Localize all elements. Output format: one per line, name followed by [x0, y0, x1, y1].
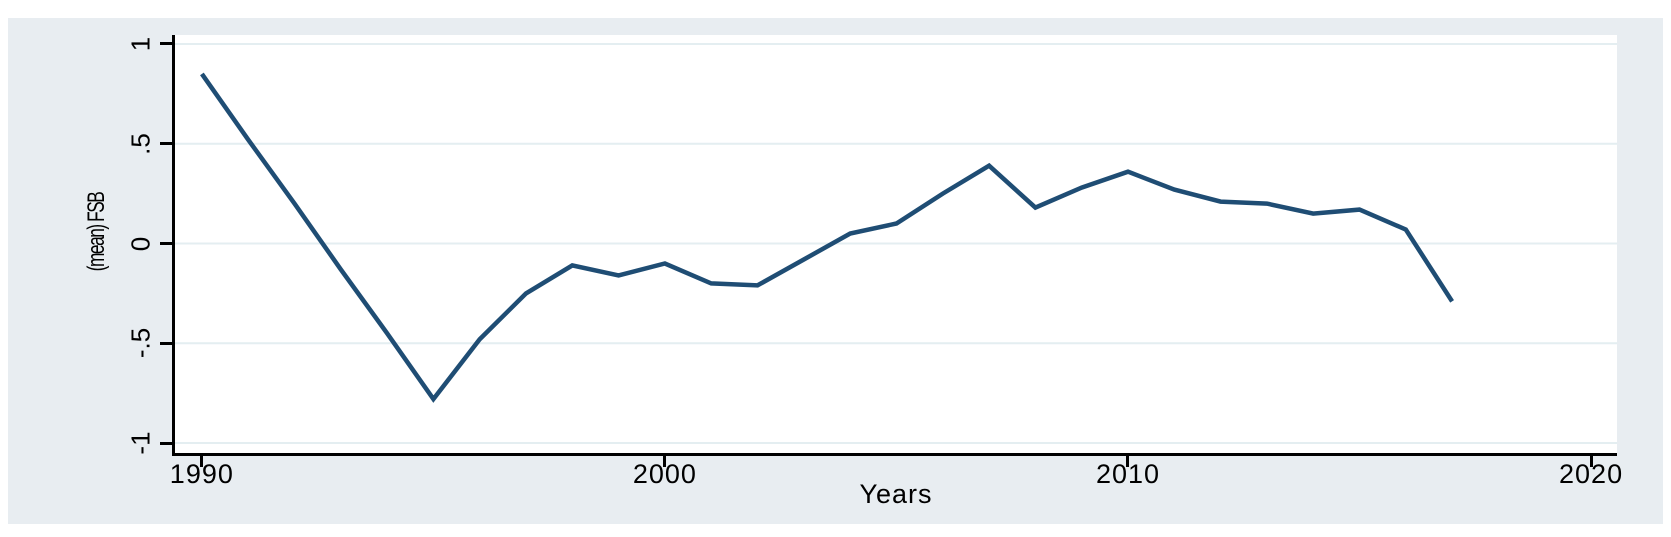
y-axis-title: (mean) FSB [83, 192, 110, 272]
series-line [200, 72, 1454, 403]
y-tick-mark [160, 341, 172, 345]
x-tick-label: 1990 [169, 459, 234, 489]
y-tick-label: 1 [125, 36, 156, 52]
y-tick-mark [160, 42, 172, 46]
x-tick-mark [663, 456, 667, 467]
x-tick-mark [1589, 456, 1593, 467]
y-tick-label: -1 [125, 431, 156, 455]
x-axis-line [172, 453, 1617, 456]
x-tick-mark [200, 456, 204, 467]
y-tick-mark [160, 142, 172, 146]
x-axis-title: Years [859, 479, 933, 509]
y-tick-mark [160, 441, 172, 445]
x-tick-label: 2020 [1559, 459, 1624, 489]
x-tick-label: 2010 [1095, 459, 1161, 489]
y-tick-mark [160, 242, 172, 245]
y-tick-label: 0 [125, 236, 156, 251]
x-tick-label: 2000 [632, 459, 697, 489]
y-tick-label: -.5 [125, 328, 156, 359]
line-chart-svg [175, 42, 1617, 445]
y-axis-line [172, 35, 175, 456]
x-tick-mark [1126, 456, 1130, 467]
y-tick-label: .5 [125, 132, 156, 155]
